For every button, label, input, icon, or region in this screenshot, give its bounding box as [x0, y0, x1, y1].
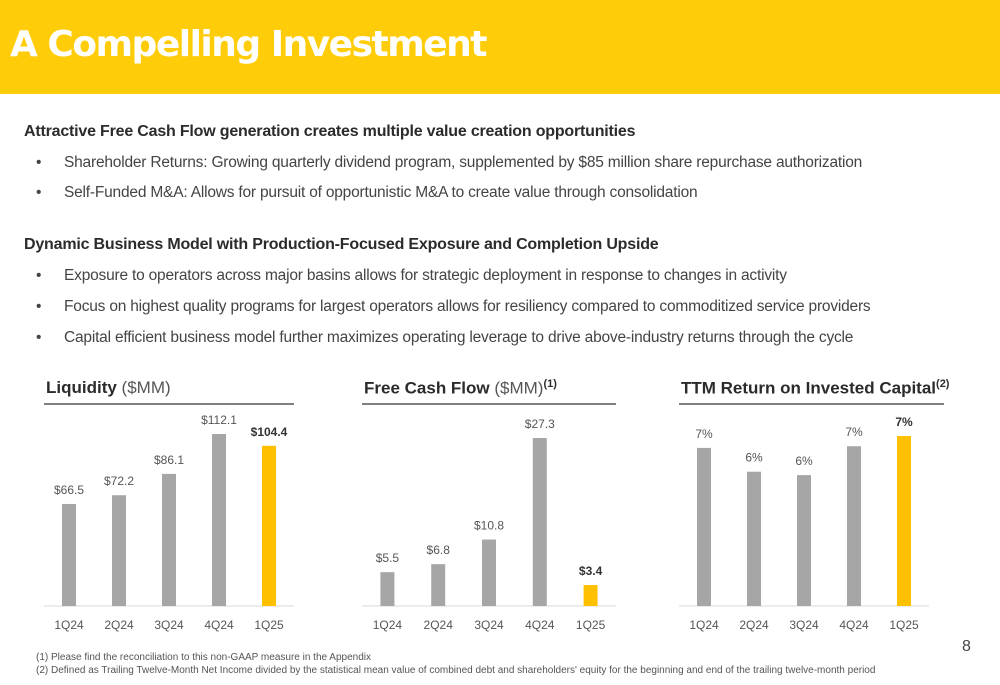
fcf-bar [431, 564, 446, 606]
footnote-2: (2) Defined as Trailing Twelve-Month Net… [36, 665, 876, 676]
roic-bar [897, 436, 911, 606]
liquidity-bar [162, 473, 176, 606]
chart-title-rule [44, 403, 294, 405]
liquidity-bar [62, 503, 76, 606]
fcf-data-label: $27.3 [525, 417, 555, 431]
page-number: 8 [962, 638, 971, 655]
page-title: A Compelling Investment [10, 24, 488, 65]
chart-title-fcf: Free Cash Flow ($MM)(1) [364, 378, 557, 398]
liquidity-data-label: $72.2 [104, 474, 134, 488]
roic-tick-label: 4Q24 [839, 618, 869, 632]
fcf-bar [482, 539, 496, 606]
chart-title-rule [679, 403, 944, 405]
roic-bar [697, 447, 711, 606]
roic-tick-label: 1Q24 [689, 618, 719, 632]
roic-data-label: 6% [745, 451, 763, 465]
roic-tick-label: 3Q24 [789, 618, 819, 632]
liquidity-data-label: $86.1 [154, 453, 184, 467]
roic-data-label: 7% [845, 425, 863, 439]
fcf-bar [380, 572, 395, 606]
fcf-tick-label: 1Q25 [576, 618, 606, 632]
fcf-data-label: $10.8 [474, 519, 504, 533]
fcf-tick-label: 1Q24 [373, 618, 403, 632]
roic-tick-label: 1Q25 [889, 618, 919, 632]
chart-title-liquidity: Liquidity ($MM) [46, 378, 171, 397]
roic-bar [747, 471, 761, 606]
liquidity-data-label: $66.5 [54, 483, 84, 497]
liquidity-data-label: $104.4 [251, 425, 288, 439]
roic-data-label: 7% [695, 427, 713, 441]
roic-data-label: 6% [795, 454, 813, 468]
fcf-bar [532, 438, 547, 606]
fcf-tick-label: 3Q24 [474, 618, 504, 632]
liquidity-tick-label: 1Q25 [254, 618, 284, 632]
liquidity-bar [112, 495, 126, 606]
bullet-focus: Focus on highest quality programs for la… [36, 298, 871, 316]
fcf-tick-label: 4Q24 [525, 618, 555, 632]
bullet-exposure: Exposure to operators across major basin… [36, 267, 787, 285]
bullet-shareholder-returns: Shareholder Returns: Growing quarterly d… [36, 154, 862, 172]
footnote-1: (1) Please find the reconciliation to th… [36, 652, 372, 663]
section-heading-fcf: Attractive Free Cash Flow generation cre… [24, 123, 636, 140]
fcf-data-label: $3.4 [579, 564, 603, 578]
section-heading-business-model: Dynamic Business Model with Production-F… [24, 236, 659, 253]
title-bar: A Compelling Investment [0, 0, 1000, 94]
roic-tick-label: 2Q24 [739, 618, 769, 632]
bullet-self-funded-ma: Self-Funded M&A: Allows for pursuit of o… [36, 184, 698, 202]
liquidity-bar [212, 434, 226, 606]
bullet-capital-efficient: Capital efficient business model further… [36, 329, 853, 347]
liquidity-bar [262, 445, 276, 606]
liquidity-data-label: $112.1 [201, 413, 237, 427]
liquidity-tick-label: 1Q24 [54, 618, 84, 632]
roic-bar [797, 475, 811, 606]
fcf-data-label: $5.5 [376, 551, 400, 565]
fcf-tick-label: 2Q24 [424, 618, 454, 632]
chart-title-rule [362, 403, 616, 405]
roic-data-label: 7% [895, 415, 913, 429]
chart-title-roic: TTM Return on Invested Capital(2) [681, 378, 950, 398]
fcf-bar [583, 585, 598, 606]
liquidity-tick-label: 4Q24 [204, 618, 234, 632]
fcf-data-label: $6.8 [427, 543, 451, 557]
liquidity-tick-label: 3Q24 [154, 618, 184, 632]
roic-bar [847, 446, 861, 606]
liquidity-tick-label: 2Q24 [104, 618, 134, 632]
